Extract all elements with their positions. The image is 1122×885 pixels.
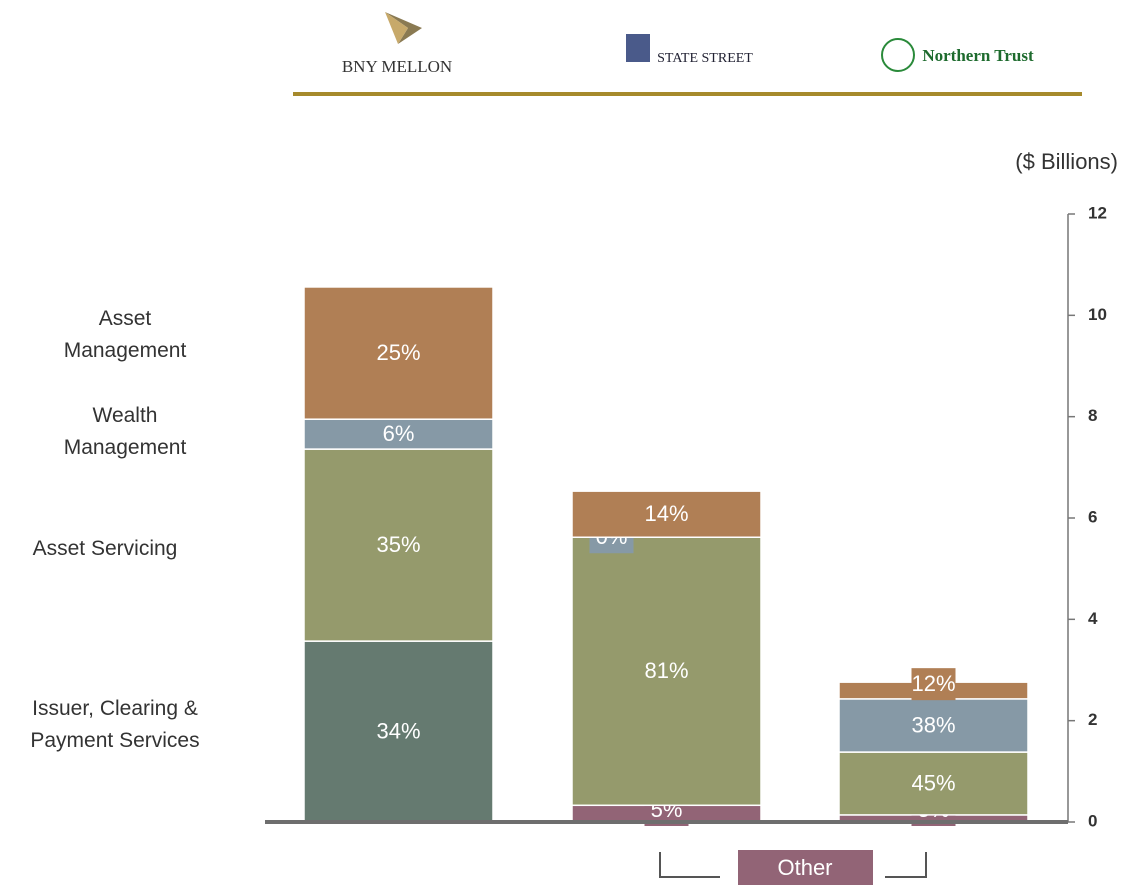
bracket: [885, 852, 927, 878]
data-label: 6%: [383, 421, 415, 446]
data-label: 25%: [376, 340, 420, 365]
data-label: 14%: [644, 501, 688, 526]
bar-segment: [303, 640, 494, 823]
bar-segment: [838, 698, 1029, 753]
data-label: 12%: [911, 671, 955, 696]
data-label: 45%: [911, 770, 955, 795]
legend-label: Asset Servicing: [32, 537, 178, 560]
logo-icon: [385, 12, 408, 44]
legend-label: Issuer, Clearing & Payment Services: [30, 697, 200, 752]
y-tick-label: 4: [1088, 609, 1098, 628]
legend-label: Asset Management: [63, 307, 187, 362]
legend-label: Wealth Management: [63, 404, 187, 459]
bar-segment: [303, 448, 494, 642]
logo-text: BNY MELLON: [342, 57, 452, 76]
bar-segment: [571, 536, 762, 807]
data-label: 81%: [644, 658, 688, 683]
label-box: [911, 668, 956, 701]
bar-segment: [838, 751, 1029, 816]
data-label: 34%: [376, 718, 420, 743]
y-tick-label: 6: [1088, 507, 1097, 526]
bracket: [659, 852, 720, 878]
other-box: [738, 850, 873, 885]
bar-segment: [571, 490, 762, 539]
y-tick-label: 12: [1088, 203, 1107, 222]
data-label: 35%: [376, 532, 420, 557]
y-tick-label: 8: [1088, 406, 1097, 425]
bar-segment: [303, 418, 494, 450]
logo-text: Northern Trust: [922, 46, 1034, 65]
other-label: Other: [777, 855, 832, 880]
logo-text: STATE STREET: [657, 51, 753, 66]
logo-icon: [385, 12, 422, 44]
y-tick-label: 2: [1088, 710, 1097, 729]
y-tick-label: 10: [1088, 305, 1107, 324]
logo-icon: [881, 38, 915, 72]
axis-unit: ($ Billions): [1015, 149, 1118, 174]
data-label: 38%: [911, 712, 955, 737]
logo-icon: [626, 34, 650, 62]
y-tick-label: 0: [1088, 811, 1097, 830]
bar-segment: [303, 286, 494, 420]
